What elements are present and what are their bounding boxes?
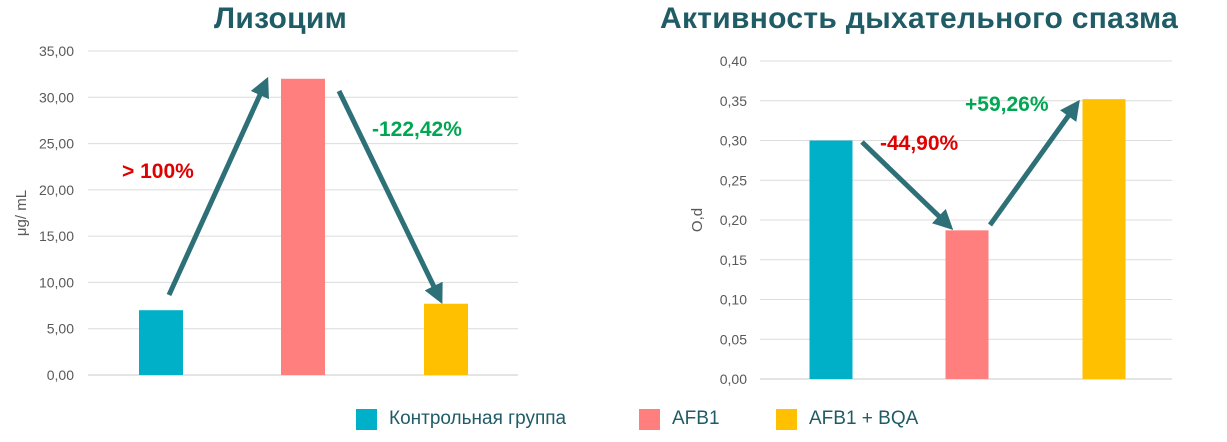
bar-control xyxy=(809,140,853,379)
change-annotation: -44,90% xyxy=(880,132,959,155)
arrow-first-change xyxy=(166,76,269,297)
legend-item-afb1: AFB1 xyxy=(639,408,720,430)
y-tick-label: 5,00 xyxy=(47,321,74,337)
legend-label-afb1-bqa: AFB1 + BQA xyxy=(809,408,919,429)
y-tick-label: 30,00 xyxy=(39,89,74,105)
legend-label-control: Контрольная группа xyxy=(389,408,567,429)
arrow-second-change xyxy=(987,99,1080,227)
legend-item-control: Контрольная группа xyxy=(356,408,566,430)
arrow-second-change xyxy=(336,89,443,304)
y-tick-label: 0,35 xyxy=(720,93,747,109)
change-annotation: +59,26% xyxy=(965,93,1049,116)
y-tick-label: 15,00 xyxy=(39,228,74,244)
y-tick-label: 0,10 xyxy=(720,292,747,308)
bar-afb1-bqa xyxy=(1082,99,1126,379)
y-tick-label: 35,00 xyxy=(39,43,74,59)
change-annotation: -122,42% xyxy=(372,118,462,141)
bar-afb1 xyxy=(945,230,989,379)
y-axis-label: μg/ mL xyxy=(13,190,30,236)
respiratory-burst-chart: 0,00 0,05 0,10 0,15 0,20 0,25 0,30 0,35 0,40 O,d -… xyxy=(689,53,1172,387)
y-tick-label: 0,20 xyxy=(720,212,747,228)
chart-title-lysozyme: Лизоцим xyxy=(214,2,348,35)
y-tick-label: 25,00 xyxy=(39,136,74,152)
chart-title-respiratory-burst: Активность дыхательного спазма xyxy=(660,2,1179,35)
y-tick-label: 0,15 xyxy=(720,252,747,268)
bar-control xyxy=(139,310,183,375)
legend-swatch-afb1-bqa xyxy=(776,408,797,430)
legend-swatch-control xyxy=(356,408,377,430)
y-tick-label: 20,00 xyxy=(39,182,74,198)
y-tick-label: 0,05 xyxy=(720,331,747,347)
y-tick-label: 10,00 xyxy=(39,274,74,290)
legend: Контрольная группа AFB1 AFB1 + BQA xyxy=(0,408,1227,438)
bar-afb1 xyxy=(281,78,325,376)
bar-afb1-bqa xyxy=(424,303,468,375)
legend-label-afb1: AFB1 xyxy=(672,408,720,429)
y-tick-label: 0,25 xyxy=(720,172,747,188)
change-annotation: > 100% xyxy=(122,160,194,183)
arrow-first-change xyxy=(860,140,954,230)
legend-item-afb1-bqa: AFB1 + BQA xyxy=(776,408,918,430)
y-tick-label: 0,40 xyxy=(720,53,747,69)
y-axis-label: O,d xyxy=(689,208,706,232)
legend-swatch-afb1 xyxy=(639,408,660,430)
y-tick-label: 0,00 xyxy=(720,371,747,387)
y-tick-label: 0,00 xyxy=(47,367,74,383)
y-tick-label: 0,30 xyxy=(720,133,747,149)
lysozyme-chart: 0,00 5,00 10,00 15,00 20,00 25,00 30,00 35,00 μg… xyxy=(13,43,518,383)
